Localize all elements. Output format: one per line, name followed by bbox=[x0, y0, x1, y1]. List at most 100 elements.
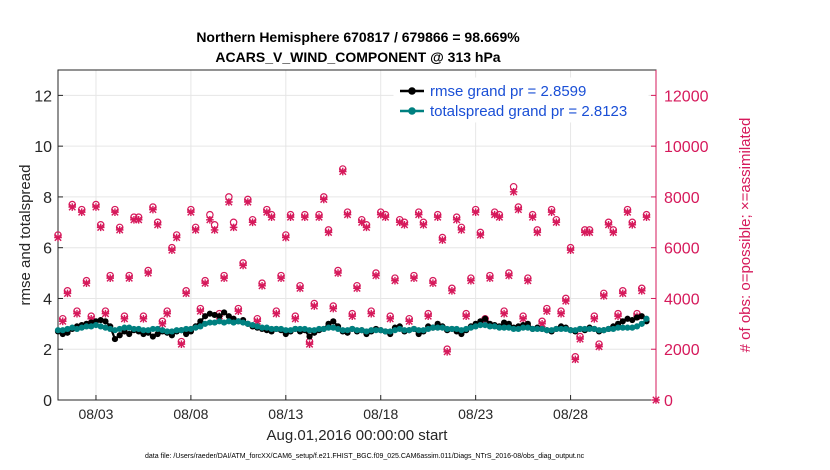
totalspread-point bbox=[311, 327, 318, 334]
obs-assimilated-point bbox=[543, 307, 551, 315]
obs-assimilated-point bbox=[263, 208, 271, 216]
obs-assimilated-point bbox=[476, 231, 485, 239]
obs-assimilated-point bbox=[500, 309, 508, 318]
obs-assimilated-point bbox=[381, 213, 390, 222]
totalspread-point bbox=[325, 324, 332, 331]
rmse-point bbox=[116, 332, 123, 339]
totalspread-point bbox=[543, 327, 550, 334]
rmse-point bbox=[619, 318, 626, 325]
totalspread-point bbox=[344, 327, 351, 334]
totalspread-point bbox=[505, 324, 512, 331]
totalspread-point bbox=[482, 322, 489, 329]
totalspread-point bbox=[202, 320, 209, 327]
totalspread-point bbox=[121, 324, 128, 331]
obs-assimilated-point bbox=[528, 213, 537, 222]
obs-assimilated-point bbox=[414, 210, 423, 219]
left-y-axis: 0 2 4 6 8 10 12 bbox=[34, 88, 63, 410]
obs-assimilated-point bbox=[206, 215, 214, 224]
obs-assimilated-point bbox=[438, 236, 447, 244]
totalspread-point bbox=[73, 325, 81, 333]
obs-assimilated-point bbox=[201, 279, 209, 288]
y-right-tick-label: 0 bbox=[664, 393, 673, 410]
totalspread-point bbox=[477, 322, 484, 329]
obs-assimilated-point bbox=[557, 309, 565, 318]
obs-assimilated-point bbox=[524, 276, 532, 285]
y-right-tick-label: 2000 bbox=[664, 342, 700, 359]
obs-assimilated-point bbox=[191, 226, 200, 234]
obs-assimilated-point bbox=[595, 342, 603, 351]
obs-assimilated-point bbox=[419, 221, 428, 229]
x-tick-label: 08/03 bbox=[78, 406, 113, 422]
totalspread-point bbox=[581, 325, 588, 333]
totalspread-point bbox=[576, 325, 584, 333]
obs-assimilated-point bbox=[77, 208, 86, 216]
obs-assimilated-point bbox=[58, 317, 67, 326]
totalspread-point bbox=[78, 324, 85, 331]
obs-assimilated-point bbox=[566, 246, 575, 255]
obs-assimilated-point bbox=[310, 302, 319, 310]
obs-assimilated-point bbox=[111, 208, 119, 216]
obs-assimilated-point bbox=[115, 226, 124, 234]
obs-assimilated-point bbox=[187, 208, 195, 216]
obs-assimilated-point bbox=[248, 218, 257, 227]
obs-assimilated-point bbox=[87, 314, 96, 323]
obs-assimilated-point bbox=[353, 284, 361, 293]
totalspread-point bbox=[515, 325, 522, 333]
obs-assimilated-point bbox=[386, 314, 395, 323]
obs-assimilated-point bbox=[367, 309, 376, 318]
obs-assimilated-point bbox=[182, 289, 190, 298]
rmse-point bbox=[306, 333, 313, 340]
totalspread-point bbox=[553, 325, 560, 333]
rmse-point bbox=[111, 335, 119, 343]
totalspread-point bbox=[377, 327, 384, 334]
totalspread-point bbox=[391, 327, 399, 334]
totalspread-point bbox=[301, 325, 308, 333]
totalspread-point bbox=[183, 325, 190, 333]
obs-assimilated-point bbox=[82, 279, 91, 288]
rmse-point bbox=[629, 316, 636, 324]
totalspread-point bbox=[187, 325, 194, 333]
totalspread-point bbox=[572, 327, 579, 334]
totalspread-point bbox=[292, 325, 299, 333]
totalspread-point bbox=[140, 327, 147, 334]
obs-assimilated-point bbox=[267, 213, 276, 222]
totalspread-point bbox=[614, 324, 622, 331]
obs-assimilated-point bbox=[618, 289, 627, 298]
obs-assimilated-point bbox=[505, 271, 513, 280]
legend-rmse-label: rmse grand pr = 2.8599 bbox=[430, 83, 586, 100]
obs-assimilated-point bbox=[149, 205, 157, 214]
y-tick-label: 12 bbox=[34, 88, 52, 105]
obs-assimilated-point bbox=[452, 215, 461, 224]
x-tick-label: 08/18 bbox=[363, 406, 398, 422]
totalspread-point bbox=[126, 324, 133, 331]
totalspread-point bbox=[339, 327, 346, 334]
totalspread-point bbox=[221, 319, 228, 326]
obs-assimilated-point bbox=[562, 297, 570, 305]
y-tick-label: 0 bbox=[43, 393, 52, 410]
obs-assimilated-point bbox=[429, 279, 437, 288]
totalspread-point bbox=[178, 327, 185, 334]
totalspread-point bbox=[444, 325, 451, 333]
obs-assimilated-point bbox=[400, 221, 409, 229]
totalspread-point bbox=[135, 325, 142, 333]
totalspread-point bbox=[624, 324, 631, 331]
obs-assimilated-point bbox=[372, 271, 380, 280]
totalspread-point bbox=[396, 325, 403, 333]
y-axis-label-right: # of obs: o=possible; ×=assimilated bbox=[737, 118, 754, 353]
totalspread-point bbox=[145, 327, 152, 334]
totalspread-point bbox=[415, 327, 422, 334]
obs-assimilated-point bbox=[490, 210, 499, 219]
obs-assimilated-point bbox=[343, 210, 352, 219]
obs-assimilated-point bbox=[405, 317, 414, 326]
totalspread-point bbox=[225, 318, 232, 325]
totalspread-point bbox=[410, 325, 418, 333]
obs-assimilated-point bbox=[244, 198, 252, 206]
obs-assimilated-point bbox=[172, 233, 181, 242]
totalspread-point bbox=[315, 325, 323, 333]
rmse-point bbox=[149, 333, 157, 340]
rmse-point bbox=[633, 314, 641, 321]
obs-assimilated-point bbox=[68, 203, 77, 211]
totalspread-point bbox=[168, 328, 176, 335]
obs-assimilated-point bbox=[495, 213, 504, 222]
obs-assimilated-point bbox=[329, 304, 338, 313]
